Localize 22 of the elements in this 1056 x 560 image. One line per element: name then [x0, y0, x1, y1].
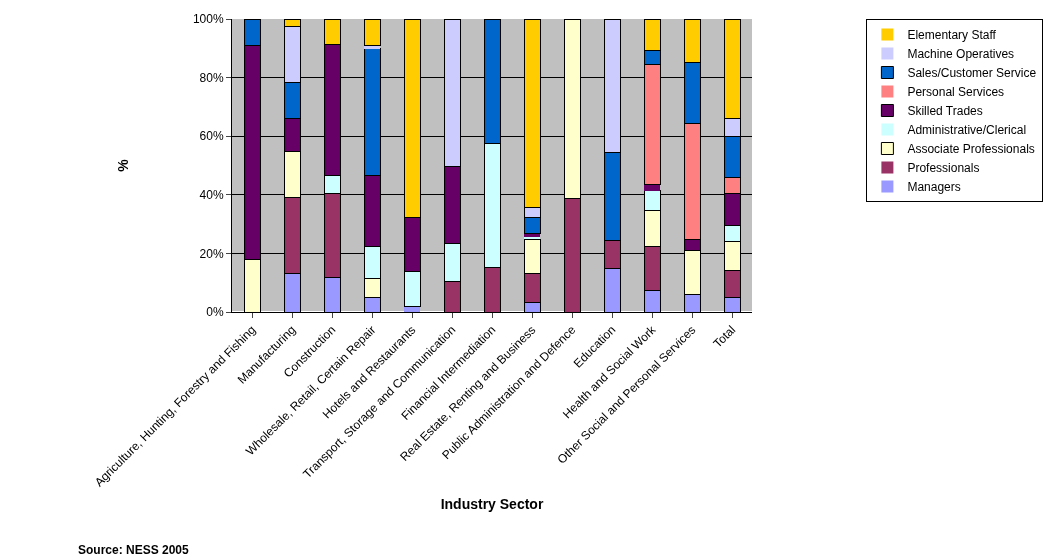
bar: [404, 306, 420, 312]
y-tick-label: 40%: [199, 188, 224, 202]
source-note: Source: NESS 2005: [78, 543, 190, 557]
y-tick-label: 20%: [199, 246, 224, 261]
y-tick-label: 60%: [199, 129, 224, 144]
y-tick-label: 80%: [199, 70, 224, 85]
y-tick-label: 0%: [206, 305, 224, 320]
legend-label: Sales/Customer Service: [907, 66, 1037, 81]
bar: [644, 184, 660, 191]
legend-label: Managers: [907, 180, 961, 195]
x-axis-title: Industry Sector: [440, 495, 544, 512]
legend-label: Administrative/Clerical: [907, 123, 1027, 138]
legend-label: Elementary Staff: [907, 28, 997, 43]
legend-label: Personal Services: [907, 85, 1005, 100]
y-axis-title: %: [115, 158, 132, 172]
legend-label: Skilled Trades: [907, 104, 983, 119]
bar: [363, 19, 381, 46]
legend-label: Professionals: [907, 161, 980, 176]
legend-label: Associate Professionals: [907, 142, 1035, 157]
bar: [364, 45, 380, 49]
y-tick-label: 100%: [192, 12, 224, 27]
legend-label: Machine Operatives: [907, 47, 1015, 62]
